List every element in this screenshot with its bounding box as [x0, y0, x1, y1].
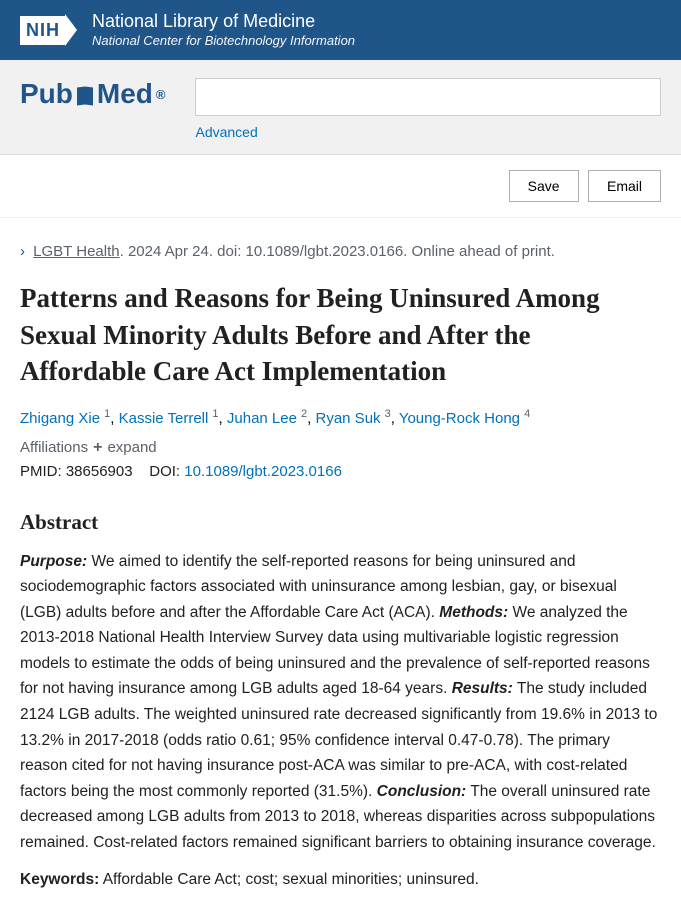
abstract-body: Purpose: We aimed to identify the self-r…	[20, 549, 661, 856]
nih-logo[interactable]: NIH	[20, 14, 77, 46]
results-label: Results:	[452, 680, 513, 697]
nih-header: NIH National Library of Medicine Nationa…	[0, 0, 681, 60]
abstract-heading: Abstract	[20, 510, 661, 535]
doi-link[interactable]: 10.1089/lgbt.2023.0166	[184, 463, 342, 480]
nih-logo-text: NIH	[20, 16, 66, 45]
author-affiliation: 4	[521, 408, 530, 420]
author-affiliation: 3	[382, 408, 391, 420]
pmid-label: PMID:	[20, 463, 62, 480]
search-input[interactable]	[195, 78, 661, 116]
pmid-value: 38656903	[66, 463, 133, 480]
author-affiliation: 1	[209, 408, 218, 420]
identifiers: PMID: 38656903 DOI: 10.1089/lgbt.2023.01…	[20, 463, 661, 480]
author-affiliation: 1	[101, 408, 110, 420]
doi-label: DOI:	[149, 463, 180, 480]
author-link[interactable]: Kassie Terrell	[119, 410, 209, 427]
chevron-icon: ›	[20, 243, 25, 260]
citation-details: . 2024 Apr 24. doi: 10.1089/lgbt.2023.01…	[120, 243, 555, 260]
nih-text-block: National Library of Medicine National Ce…	[92, 10, 355, 50]
article-title: Patterns and Reasons for Being Uninsured…	[20, 280, 661, 389]
author-link[interactable]: Young-Rock Hong	[399, 410, 520, 427]
author-affiliation: 2	[298, 408, 307, 420]
keywords-text: Affordable Care Act; cost; sexual minori…	[99, 871, 479, 888]
save-button[interactable]: Save	[509, 170, 579, 202]
methods-label: Methods:	[439, 604, 508, 621]
nih-title: National Library of Medicine	[92, 10, 355, 33]
email-button[interactable]: Email	[588, 170, 661, 202]
keywords: Keywords: Affordable Care Act; cost; sex…	[20, 871, 661, 889]
plus-icon: +	[93, 439, 102, 457]
keywords-label: Keywords:	[20, 871, 99, 888]
nih-subtitle: National Center for Biotechnology Inform…	[92, 33, 355, 50]
author-link[interactable]: Ryan Suk	[316, 410, 381, 427]
chevron-right-icon	[65, 14, 77, 46]
book-icon	[75, 83, 95, 105]
advanced-link[interactable]: Advanced	[195, 124, 257, 140]
author-link[interactable]: Juhan Lee	[227, 410, 297, 427]
pubmed-logo[interactable]: PubMed®	[20, 78, 165, 110]
search-bar: PubMed® Advanced	[0, 60, 681, 155]
author-list: Zhigang Xie 1, Kassie Terrell 1, Juhan L…	[20, 408, 661, 427]
affiliations-toggle[interactable]: Affiliations + expand	[20, 439, 661, 457]
article-content: › LGBT Health. 2024 Apr 24. doi: 10.1089…	[0, 218, 681, 914]
author-link[interactable]: Zhigang Xie	[20, 410, 100, 427]
conclusion-label: Conclusion:	[377, 783, 467, 800]
citation: › LGBT Health. 2024 Apr 24. doi: 10.1089…	[20, 243, 661, 260]
journal-link[interactable]: LGBT Health	[33, 243, 119, 260]
action-bar: Save Email	[0, 155, 681, 218]
search-section: Advanced	[195, 78, 661, 142]
affiliations-label: Affiliations	[20, 439, 88, 456]
purpose-label: Purpose:	[20, 553, 87, 570]
expand-label: expand	[107, 439, 156, 456]
